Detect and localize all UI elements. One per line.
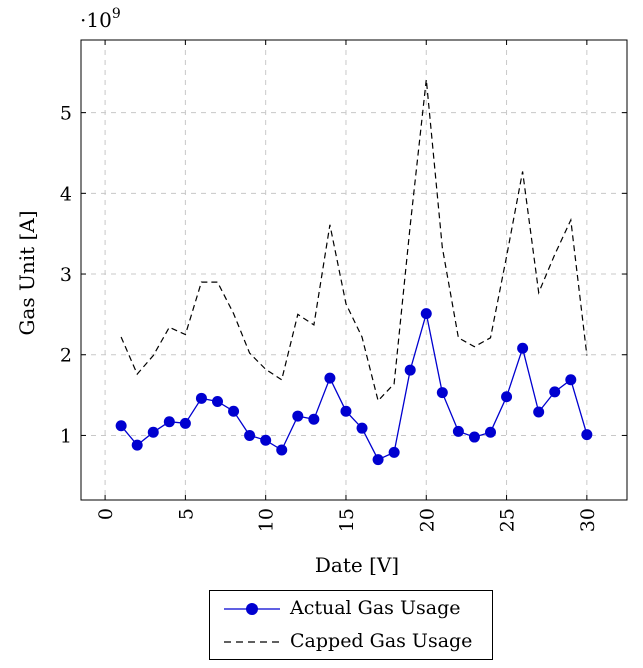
y-tick-label: 4 (60, 183, 72, 205)
legend: Actual Gas Usage Capped Gas Usage (209, 590, 493, 660)
data-point-actual-gas-usage (131, 439, 143, 451)
x-tick-label: 5 (175, 508, 197, 520)
data-point-actual-gas-usage (404, 364, 416, 376)
data-point-actual-gas-usage (179, 417, 191, 429)
data-point-actual-gas-usage (260, 434, 272, 446)
x-axis-label: Date [V] (315, 553, 399, 577)
legend-label-actual: Actual Gas Usage (290, 597, 461, 619)
legend-item-actual: Actual Gas Usage (210, 592, 492, 626)
data-point-actual-gas-usage (292, 410, 304, 422)
data-point-actual-gas-usage (501, 391, 513, 403)
x-tick-label: 15 (336, 508, 358, 532)
data-point-actual-gas-usage (436, 387, 448, 399)
data-point-actual-gas-usage (195, 392, 207, 404)
data-point-actual-gas-usage (549, 386, 561, 398)
y-tick-label: 1 (60, 425, 72, 447)
x-tick-label: 0 (95, 508, 117, 520)
legend-swatch-actual (224, 603, 280, 615)
axes: 0 5 10 15 20 25 30 1 2 3 4 5 (60, 39, 628, 532)
data-point-actual-gas-usage (565, 374, 577, 386)
y-tick-label: 3 (60, 264, 72, 286)
y-axis-label: Gas Unit [A] (15, 210, 39, 335)
data-point-actual-gas-usage (468, 431, 480, 443)
series-line-capped-gas-usage (120, 79, 588, 402)
y-scale-factor: ·109 (80, 6, 121, 32)
data-point-actual-gas-usage (115, 420, 127, 432)
x-tick-label: 10 (256, 508, 278, 532)
data-point-actual-gas-usage (276, 444, 288, 456)
data-point-actual-gas-usage (581, 429, 593, 441)
data-point-actual-gas-usage (517, 342, 529, 354)
data-point-actual-gas-usage (388, 446, 400, 458)
data-point-actual-gas-usage (228, 405, 240, 417)
legend-label-capped: Capped Gas Usage (290, 630, 473, 652)
x-tick-label: 30 (577, 508, 599, 532)
data-point-actual-gas-usage (340, 405, 352, 417)
data-point-actual-gas-usage (485, 426, 496, 438)
y-tick-label: 2 (60, 345, 72, 367)
data-point-actual-gas-usage (147, 426, 159, 438)
data-point-actual-gas-usage (212, 396, 223, 408)
plot-frame (80, 39, 628, 501)
y-tick-label: 5 (60, 103, 72, 125)
grid (81, 40, 627, 500)
line-chart: 0 5 10 15 20 25 30 1 2 3 4 5 ·109 Date [V] Gas Unit… (15, 6, 628, 577)
series-layer (115, 79, 593, 466)
data-point-actual-gas-usage (533, 406, 545, 418)
data-point-actual-gas-usage (356, 422, 368, 434)
legend-item-capped: Capped Gas Usage (210, 625, 492, 659)
data-point-actual-gas-usage (452, 425, 464, 437)
series-line-actual-gas-usage (120, 313, 588, 461)
data-point-actual-gas-usage (163, 416, 175, 428)
labels: ·109 Date [V] Gas Unit [A] (15, 6, 399, 577)
data-point-actual-gas-usage (308, 413, 320, 425)
x-tick-label: 20 (416, 508, 438, 532)
x-tick-label: 25 (497, 508, 519, 532)
data-point-actual-gas-usage (324, 372, 336, 384)
data-point-actual-gas-usage (244, 429, 256, 441)
data-point-actual-gas-usage (420, 308, 432, 320)
legend-swatch-capped (224, 641, 280, 643)
data-point-actual-gas-usage (372, 454, 384, 466)
